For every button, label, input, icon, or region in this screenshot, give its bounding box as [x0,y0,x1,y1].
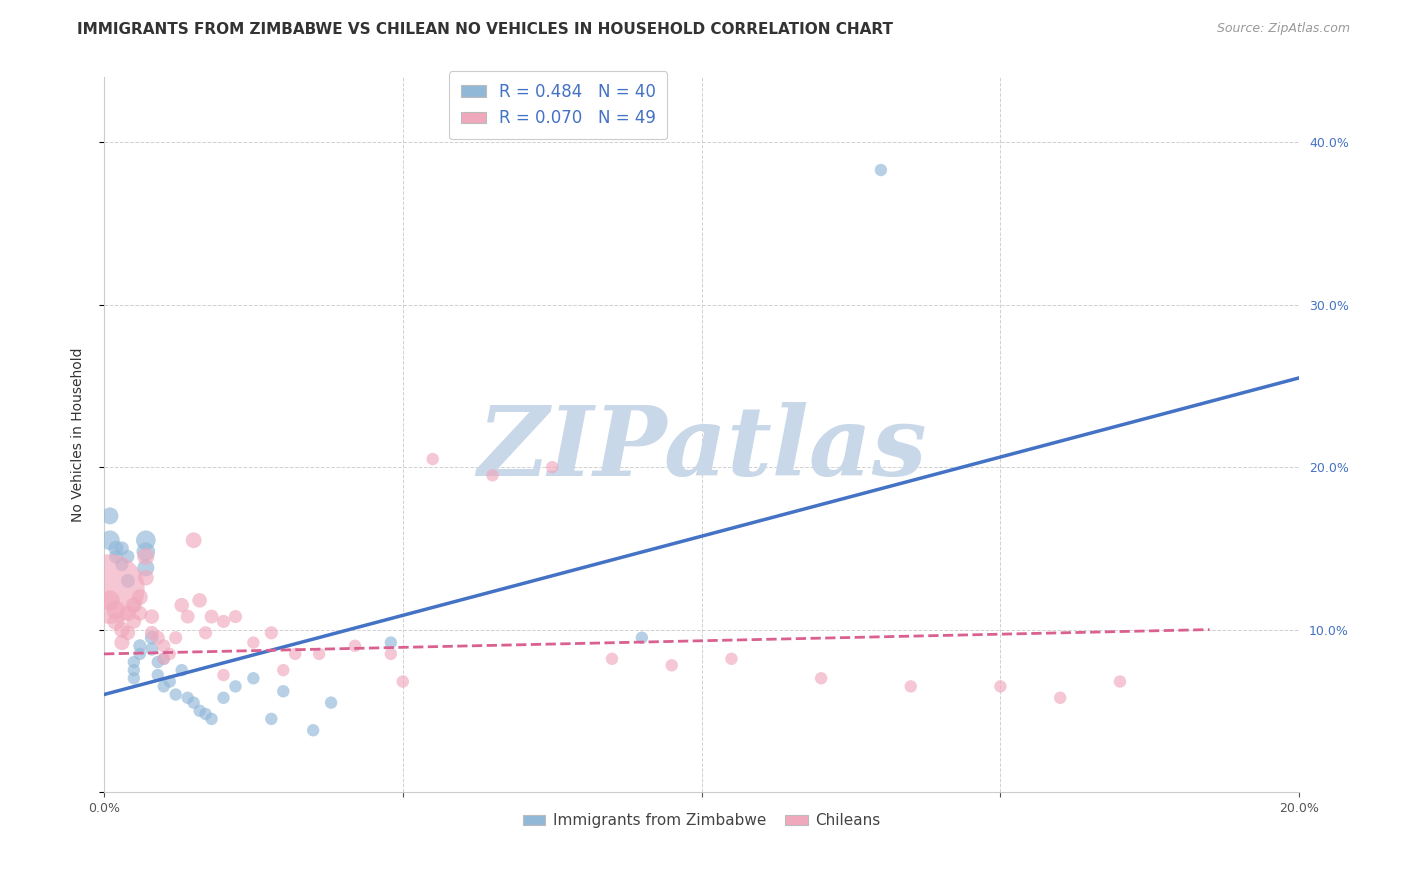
Point [98,508,121,523]
Text: Source: ZipAtlas.com: Source: ZipAtlas.com [1216,22,1350,36]
Point [135,544,157,558]
Legend: Immigrants from Zimbabwe, Chileans: Immigrants from Zimbabwe, Chileans [516,807,887,834]
Point [224,680,246,694]
Point [308,647,330,661]
Point [212,615,235,629]
Point [271,684,294,698]
Point [159,647,181,661]
Point [104,541,127,556]
Point [170,598,193,612]
Point [380,635,402,649]
Point [188,593,211,607]
Point [380,647,402,661]
Point [343,639,366,653]
Point [183,533,205,548]
Point [146,631,169,645]
Point [146,655,169,669]
Point [176,690,198,705]
Point [319,696,342,710]
Point [135,533,157,548]
Point [242,671,264,685]
Point [165,688,187,702]
Point [117,574,139,588]
Point [152,652,174,666]
Point [600,652,623,666]
Point [194,706,217,721]
Point [224,609,246,624]
Point [200,609,222,624]
Point [128,590,150,604]
Point [810,671,832,685]
Point [200,712,222,726]
Point [128,647,150,661]
Point [104,549,127,564]
Point [98,533,121,548]
Point [146,668,169,682]
Point [104,603,127,617]
Point [661,658,683,673]
Point [122,598,145,612]
Point [135,571,157,585]
Point [122,655,145,669]
Point [135,549,157,564]
Point [122,663,145,677]
Point [135,561,157,575]
Point [111,541,134,556]
Point [422,452,444,467]
Point [98,582,121,596]
Y-axis label: No Vehicles in Household: No Vehicles in Household [72,348,86,522]
Point [117,625,139,640]
Point [141,625,163,640]
Point [128,639,150,653]
Point [122,615,145,629]
Point [170,663,193,677]
Point [104,615,127,629]
Point [720,652,742,666]
Point [141,631,163,645]
Point [117,607,139,621]
Point [152,652,174,666]
Point [128,607,150,621]
Point [117,549,139,564]
Point [541,460,564,475]
Point [302,723,325,738]
Point [212,690,235,705]
Point [165,631,187,645]
Point [212,668,235,682]
Point [111,623,134,637]
Point [183,696,205,710]
Text: ZIPatlas: ZIPatlas [477,402,927,496]
Point [188,704,211,718]
Point [152,639,174,653]
Point [260,625,283,640]
Point [152,680,174,694]
Point [122,671,145,685]
Point [990,680,1012,694]
Point [271,663,294,677]
Text: IMMIGRANTS FROM ZIMBABWE VS CHILEAN NO VEHICLES IN HOUSEHOLD CORRELATION CHART: IMMIGRANTS FROM ZIMBABWE VS CHILEAN NO V… [77,22,893,37]
Point [631,631,654,645]
Point [870,163,893,178]
Point [260,712,283,726]
Point [1049,690,1071,705]
Point [141,609,163,624]
Point [176,609,198,624]
Point [1109,674,1132,689]
Point [111,635,134,649]
Point [284,647,307,661]
Point [481,468,503,483]
Point [159,674,181,689]
Point [98,593,121,607]
Point [900,680,922,694]
Point [194,625,217,640]
Point [111,558,134,572]
Point [391,674,413,689]
Point [242,635,264,649]
Point [141,642,163,657]
